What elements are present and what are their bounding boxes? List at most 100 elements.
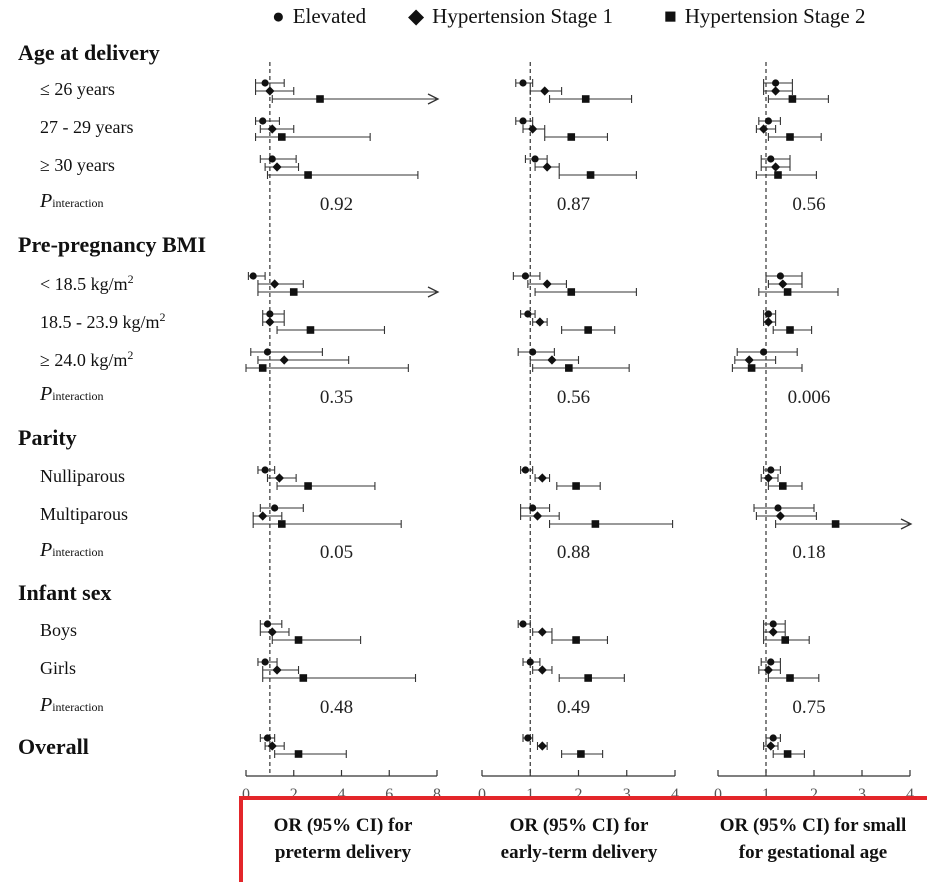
point-estimate-circle bbox=[261, 658, 269, 666]
x-tick-label: 6 bbox=[385, 786, 393, 800]
x-tick-label: 4 bbox=[671, 786, 679, 800]
p-subscript: interaction bbox=[52, 389, 104, 403]
x-tick-label: 1 bbox=[762, 786, 770, 800]
p-interaction-value: 0.48 bbox=[320, 697, 353, 718]
point-estimate-diamond bbox=[771, 86, 781, 96]
point-estimate-diamond bbox=[542, 279, 552, 289]
point-estimate-square bbox=[304, 482, 312, 490]
row-label-age-1: ≤ 26 years bbox=[40, 79, 115, 99]
point-estimate-square bbox=[584, 326, 592, 334]
point-estimate-square bbox=[581, 95, 590, 103]
point-estimate-square bbox=[565, 364, 573, 372]
point-estimate-circle bbox=[769, 734, 777, 742]
point-estimate-circle bbox=[521, 272, 530, 280]
bmi-1-sup: 2 bbox=[127, 272, 134, 286]
p-interaction-value: 0.35 bbox=[320, 387, 353, 408]
p-interaction-value: 0.006 bbox=[788, 387, 831, 408]
point-estimate-circle bbox=[263, 620, 272, 628]
point-estimate-diamond bbox=[267, 627, 277, 637]
point-estimate-circle bbox=[760, 348, 768, 356]
point-estimate-square bbox=[786, 326, 794, 334]
p-interaction-value: 0.49 bbox=[557, 697, 590, 718]
ci-arrow bbox=[427, 286, 440, 298]
point-estimate-square bbox=[831, 520, 840, 528]
point-estimate-circle bbox=[767, 466, 775, 474]
x-title-preterm-line2: preterm delivery bbox=[274, 842, 412, 863]
bmi-2-sup: 2 bbox=[159, 310, 166, 324]
row-label-bmi-3: ≥ 24.0 kg/m2 bbox=[40, 348, 133, 371]
x-tick-label: 3 bbox=[623, 786, 631, 800]
x-tick-label: 0 bbox=[242, 786, 250, 800]
point-estimate-square bbox=[278, 133, 286, 141]
p-interaction-value: 0.87 bbox=[557, 194, 590, 215]
point-estimate-circle bbox=[524, 310, 532, 318]
x-title-preterm: OR (95% CI) for preterm delivery bbox=[228, 812, 458, 866]
point-estimate-square bbox=[306, 326, 315, 334]
point-estimate-circle bbox=[764, 117, 773, 125]
point-estimate-square bbox=[299, 674, 308, 682]
section-title-sex: Infant sex bbox=[18, 580, 112, 605]
point-estimate-circle bbox=[271, 504, 279, 512]
point-estimate-circle bbox=[249, 272, 257, 280]
p-interaction-value: 0.88 bbox=[557, 542, 590, 563]
point-estimate-square bbox=[586, 171, 595, 179]
point-estimate-diamond bbox=[771, 162, 781, 172]
p-interaction-label: Pinteraction bbox=[40, 190, 104, 213]
point-estimate-diamond bbox=[528, 124, 538, 134]
point-estimate-circle bbox=[261, 466, 269, 474]
x-title-sga-line2: for gestational age bbox=[738, 842, 888, 863]
forest-plots: 0 2 4 6 8 0.92 0.35 0.05 0.48 0 1 2 3 4 0.87 0.56 0.88 0.… bbox=[242, 62, 914, 800]
point-estimate-circle bbox=[764, 310, 773, 318]
point-estimate-circle bbox=[519, 117, 527, 125]
x-tick-label: 0 bbox=[478, 786, 486, 800]
point-estimate-circle bbox=[519, 620, 527, 628]
section-title-overall: Overall bbox=[18, 734, 89, 759]
point-estimate-square bbox=[304, 171, 312, 179]
point-estimate-square bbox=[567, 288, 576, 296]
row-label-sex-1: Boys bbox=[40, 620, 78, 640]
ci-arrow bbox=[427, 93, 440, 105]
point-estimate-square bbox=[572, 636, 580, 644]
point-estimate-diamond bbox=[540, 86, 550, 96]
section-title-parity: Parity bbox=[18, 425, 77, 450]
row-label-age-2: 27 - 29 years bbox=[40, 117, 134, 137]
p-interaction-value: 0.75 bbox=[792, 697, 825, 718]
legend-label-stage-2: Hypertension Stage 2 bbox=[684, 4, 866, 28]
p-interaction-value: 0.56 bbox=[792, 194, 825, 215]
point-estimate-circle bbox=[526, 658, 534, 666]
p-interaction-label: Pinteraction bbox=[40, 694, 104, 717]
section-title-bmi: Pre-pregnancy BMI bbox=[18, 232, 206, 257]
p-symbol: P bbox=[40, 694, 53, 716]
point-estimate-circle bbox=[259, 117, 267, 125]
point-estimate-square bbox=[278, 520, 286, 528]
p-interaction-label: Pinteraction bbox=[40, 539, 104, 562]
p-symbol: P bbox=[40, 190, 53, 212]
x-tick-label: 3 bbox=[858, 786, 866, 800]
point-estimate-circle bbox=[263, 734, 272, 742]
x-title-preterm-line1: OR (95% CI) for bbox=[273, 815, 413, 836]
point-estimate-square bbox=[289, 288, 298, 296]
point-estimate-square bbox=[294, 636, 303, 644]
point-estimate-square bbox=[567, 133, 576, 141]
point-estimate-circle bbox=[524, 734, 532, 742]
point-estimate-square bbox=[584, 674, 592, 682]
legend-item-stage-2: ■ Hypertension Stage 2 bbox=[664, 4, 865, 29]
x-tick-label: 2 bbox=[810, 786, 818, 800]
p-subscript: interaction bbox=[52, 545, 104, 559]
bmi-3-text: ≥ 24.0 kg/m bbox=[40, 350, 128, 370]
point-estimate-circle bbox=[521, 466, 530, 474]
x-title-early-term-line1: OR (95% CI) for bbox=[509, 815, 649, 836]
legend-item-elevated: ● Elevated bbox=[272, 4, 366, 29]
point-estimate-diamond bbox=[778, 279, 788, 289]
x-tick-label: 4 bbox=[906, 786, 914, 800]
point-estimate-diamond bbox=[763, 473, 773, 483]
x-tick-label: 1 bbox=[526, 786, 534, 800]
point-estimate-circle bbox=[266, 310, 274, 318]
point-estimate-diamond bbox=[763, 317, 773, 327]
row-label-age-3: ≥ 30 years bbox=[40, 155, 115, 175]
point-estimate-diamond bbox=[537, 665, 547, 675]
point-estimate-circle bbox=[261, 79, 269, 87]
row-labels: Age at delivery ≤ 26 years 27 - 29 years… bbox=[0, 0, 245, 770]
point-estimate-diamond bbox=[537, 473, 547, 483]
point-estimate-diamond bbox=[763, 665, 773, 675]
